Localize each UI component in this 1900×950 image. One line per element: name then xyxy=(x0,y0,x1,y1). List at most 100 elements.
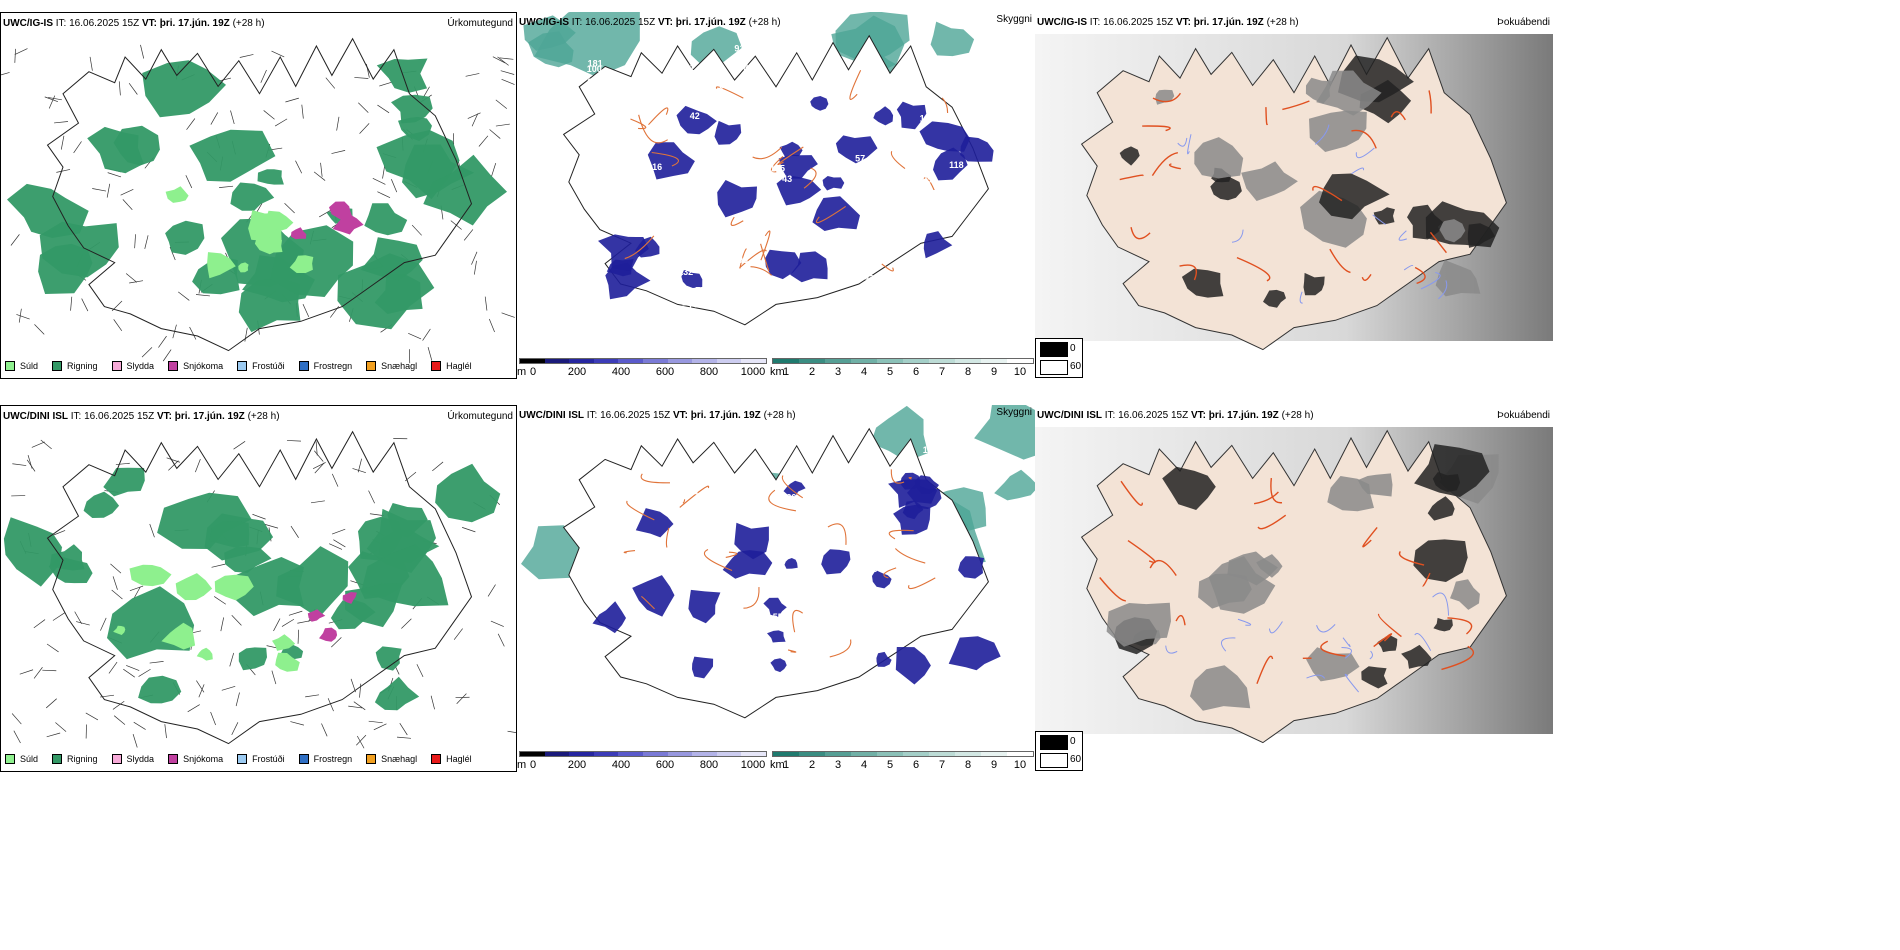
road-line xyxy=(1142,125,1171,132)
river-line xyxy=(1187,134,1192,155)
road-line xyxy=(1256,655,1274,684)
wind-barb xyxy=(81,298,89,312)
wind-barb xyxy=(353,701,366,711)
legend-swatch xyxy=(298,754,309,764)
low-visibility-area xyxy=(974,405,1035,460)
cloud-base-label: 86 xyxy=(925,48,935,58)
wind-barb xyxy=(55,722,67,732)
road-line xyxy=(781,475,804,499)
wind-barb xyxy=(195,458,201,473)
rain-area xyxy=(402,144,475,199)
wind-barb xyxy=(111,589,123,600)
cloud-base-label: 51 xyxy=(647,191,657,201)
cloud-base-label: 61 xyxy=(587,77,597,87)
low-visibility-area xyxy=(930,21,975,57)
road-line xyxy=(815,205,846,224)
wind-barb xyxy=(350,678,356,693)
low-visibility-area xyxy=(690,26,742,66)
road-line xyxy=(651,151,679,167)
wind-barb xyxy=(89,56,93,71)
fog-patch xyxy=(1319,173,1390,220)
road-line xyxy=(739,248,747,269)
cloud-base-label: 116 xyxy=(694,491,709,501)
wind-barb xyxy=(129,585,144,592)
wind-barb xyxy=(319,209,332,218)
wind-barb xyxy=(284,203,295,214)
low-cloud-area xyxy=(893,504,931,535)
low-cloud-area xyxy=(896,101,927,130)
cloud-base-label: 113 xyxy=(981,126,996,136)
cloud-base-label: 64 xyxy=(664,438,674,448)
cloud-base-label: 57 xyxy=(855,154,865,164)
road-line xyxy=(1099,577,1126,602)
wind-barb xyxy=(336,116,340,131)
cloud-base-label: 79 xyxy=(695,286,705,296)
river-line xyxy=(1299,291,1303,304)
cloud-base-label: 42 xyxy=(666,116,676,126)
low-cloud-area xyxy=(873,106,894,126)
low-cloud-area xyxy=(919,121,971,152)
wind-barb xyxy=(34,324,45,335)
low-visibility-area xyxy=(994,469,1035,501)
river-line xyxy=(1414,632,1432,651)
legend-label: Snjókoma xyxy=(183,361,224,371)
cloud-base-label: 181 xyxy=(588,58,603,68)
cloud-base-label: 44 xyxy=(774,96,784,106)
wind-barb xyxy=(33,667,43,679)
river-line xyxy=(1220,637,1236,652)
wind-barb xyxy=(221,685,236,691)
road-line xyxy=(1362,527,1378,548)
cloud-base-label: 101 xyxy=(987,116,1002,126)
fog-key: 0 60 xyxy=(1035,338,1083,378)
fog-patch xyxy=(1413,539,1468,582)
colorbar-unit: km xyxy=(770,366,785,378)
cloud-base-label: 106 xyxy=(810,473,825,483)
legend-label: Snjókoma xyxy=(183,754,224,764)
road-line xyxy=(750,266,772,276)
wind-barb xyxy=(33,619,46,629)
wind-barb xyxy=(231,615,242,626)
road-line xyxy=(1428,90,1432,114)
legend-item: Frostúði xyxy=(237,754,285,764)
wind-barb xyxy=(290,525,299,538)
wind-barb xyxy=(357,458,362,473)
rain-area xyxy=(157,492,252,549)
rain-area xyxy=(360,237,423,281)
wind-barb xyxy=(507,730,516,733)
road-line xyxy=(881,263,894,272)
colorbar-tick: 4 xyxy=(860,366,868,378)
wind-barb xyxy=(44,96,59,103)
fog-patch xyxy=(1401,644,1432,669)
wind-barb xyxy=(471,251,478,265)
low-cloud-area xyxy=(592,601,626,634)
road-line xyxy=(792,609,804,633)
wind-barb xyxy=(501,78,515,85)
wind-barb xyxy=(178,291,190,301)
cloud-base-label: 85 xyxy=(864,271,874,281)
legend-item: Snjókoma xyxy=(168,754,223,764)
drizzle-area xyxy=(272,634,296,651)
colorbar-tick: 0 xyxy=(529,759,537,771)
cloud-base-label: 36 xyxy=(761,504,771,514)
wind-barb xyxy=(76,621,90,626)
legend-item: Rigning xyxy=(52,754,98,764)
wind-barb xyxy=(495,123,510,127)
cloud-base-label: 79 xyxy=(727,700,737,710)
colorbar-tick: 4 xyxy=(860,759,868,771)
cloud-base-label: 38 xyxy=(604,218,614,228)
wind-barb xyxy=(427,347,433,361)
fog-patch xyxy=(1263,289,1286,308)
wind-barb xyxy=(134,234,136,249)
wind-barb xyxy=(187,704,200,713)
wind-barb xyxy=(195,294,210,297)
wind-barb xyxy=(377,191,391,199)
fog-patch xyxy=(1241,161,1298,201)
iceland-land xyxy=(562,34,989,326)
wind-barb xyxy=(112,576,118,590)
wind-barb xyxy=(500,70,515,75)
rain-area xyxy=(230,182,275,211)
cloud-base-label: 95 xyxy=(922,175,932,185)
wind-barb xyxy=(123,668,135,678)
low-cloud-area xyxy=(790,251,828,283)
legend-label: Snæhagl xyxy=(381,361,418,371)
